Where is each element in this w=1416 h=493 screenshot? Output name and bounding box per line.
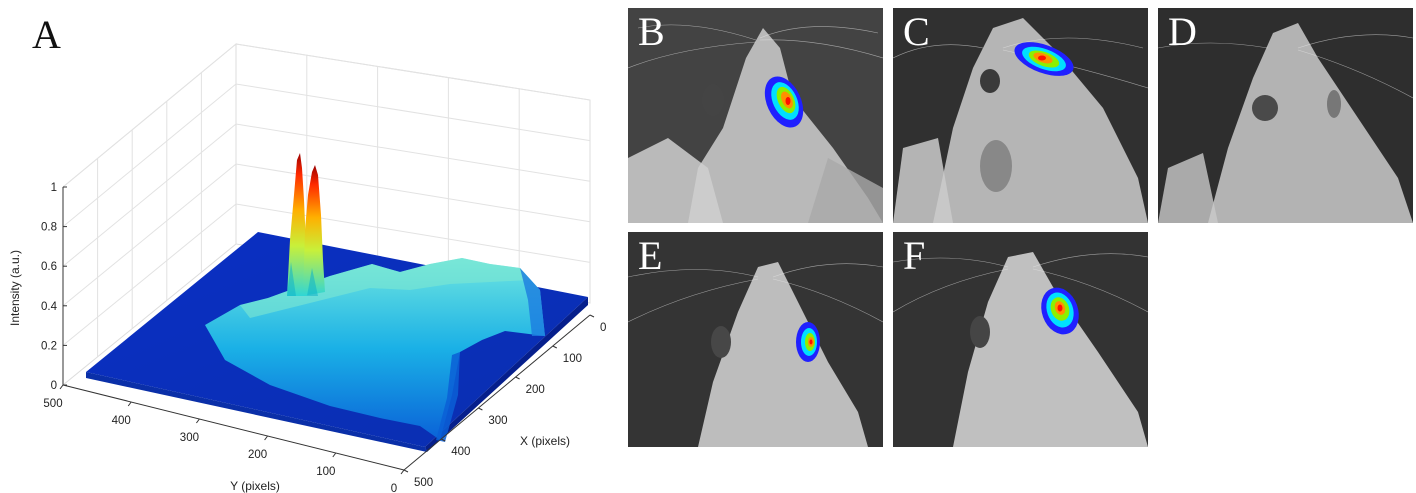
x-tick-mark xyxy=(440,438,446,442)
y-axis-line xyxy=(62,384,405,471)
y-tick-label: 200 xyxy=(248,449,267,461)
signal-blob-f xyxy=(1041,287,1079,335)
x-axis-line xyxy=(403,314,591,471)
panel-letter-b: B xyxy=(638,9,665,54)
panel-letter-a: A xyxy=(32,12,61,57)
surface-base-edge xyxy=(425,297,588,452)
z-axis-label: Intensity (a.u.) xyxy=(8,250,22,326)
x-tick-mark xyxy=(403,469,409,473)
grid-line-z xyxy=(62,123,591,267)
z-tick-label: 1 xyxy=(51,182,57,194)
grid-line-z xyxy=(62,203,591,346)
x-tick-label: 100 xyxy=(563,353,582,365)
photo-panel-e: E xyxy=(628,232,883,447)
surface-peak-2 xyxy=(303,165,325,296)
y-tick-label: 100 xyxy=(316,466,335,478)
surface-peak-1 xyxy=(287,153,307,296)
y-tick-label: 400 xyxy=(112,415,131,427)
surface-plateau-ridge xyxy=(240,258,530,318)
signal-blob-c xyxy=(1014,42,1074,76)
photo-panel-f: F xyxy=(893,232,1148,447)
surface-base-front xyxy=(86,372,427,452)
panel-letter-d: D xyxy=(1168,9,1197,54)
y-tick-mark xyxy=(195,418,200,424)
x-tick-label: 0 xyxy=(600,322,606,334)
y-tick-mark xyxy=(400,469,405,475)
surface-plateau-front-face xyxy=(436,352,460,442)
x-tick-mark xyxy=(515,376,520,380)
x-tick-label: 500 xyxy=(414,477,433,489)
grid-line-z xyxy=(62,43,591,188)
z-tick-label: 0 xyxy=(51,380,57,392)
mouse-image-d xyxy=(1158,8,1413,223)
y-tick-mark xyxy=(127,401,132,407)
y-axis-label: Y (pixels) xyxy=(230,479,280,493)
photo-panel-c: C xyxy=(893,8,1148,223)
y-tick-label: 300 xyxy=(180,432,199,444)
x-tick-mark xyxy=(478,407,483,411)
y-tick-mark xyxy=(332,452,337,458)
y-tick-mark xyxy=(264,435,269,441)
y-tick-label: 500 xyxy=(43,398,62,410)
signal-blob-e xyxy=(796,322,820,362)
x-tick-label: 400 xyxy=(451,446,470,458)
z-tick-label: 0.8 xyxy=(41,222,57,234)
y-tick-mark xyxy=(59,384,64,390)
panel-letter-e: E xyxy=(638,233,663,278)
mouse-image-b xyxy=(628,8,883,223)
mouse-image-c xyxy=(893,8,1148,223)
z-tick-label: 0.4 xyxy=(41,301,58,313)
z-tick-label: 0.6 xyxy=(41,261,57,273)
x-tick-mark xyxy=(552,345,558,349)
signal-blob-b xyxy=(764,76,804,128)
surface-plateau-right-face xyxy=(520,268,545,336)
y-tick-label: 0 xyxy=(391,483,397,493)
panel-letter-f: F xyxy=(903,233,926,278)
x-tick-label: 300 xyxy=(488,415,507,427)
z-tick-label: 0.2 xyxy=(41,340,57,352)
surface-plot: A 0 0.2 0.4 0.6 0.8 1 500 400 300 200 100 0 0 100 20… xyxy=(8,12,606,493)
x-axis-label: X (pixels) xyxy=(520,434,570,448)
panel-letter-c: C xyxy=(903,9,930,54)
photo-panel-d: D xyxy=(1158,8,1413,223)
grid-line-z xyxy=(62,163,591,307)
x-tick-label: 200 xyxy=(526,384,545,396)
surface-peak-shadow xyxy=(287,262,318,296)
grid-line-z xyxy=(62,83,591,227)
photo-panel-b: B xyxy=(628,8,883,223)
mouse-image-e xyxy=(628,232,883,447)
x-tick-mark xyxy=(589,314,595,318)
mouse-image-f xyxy=(893,232,1148,447)
